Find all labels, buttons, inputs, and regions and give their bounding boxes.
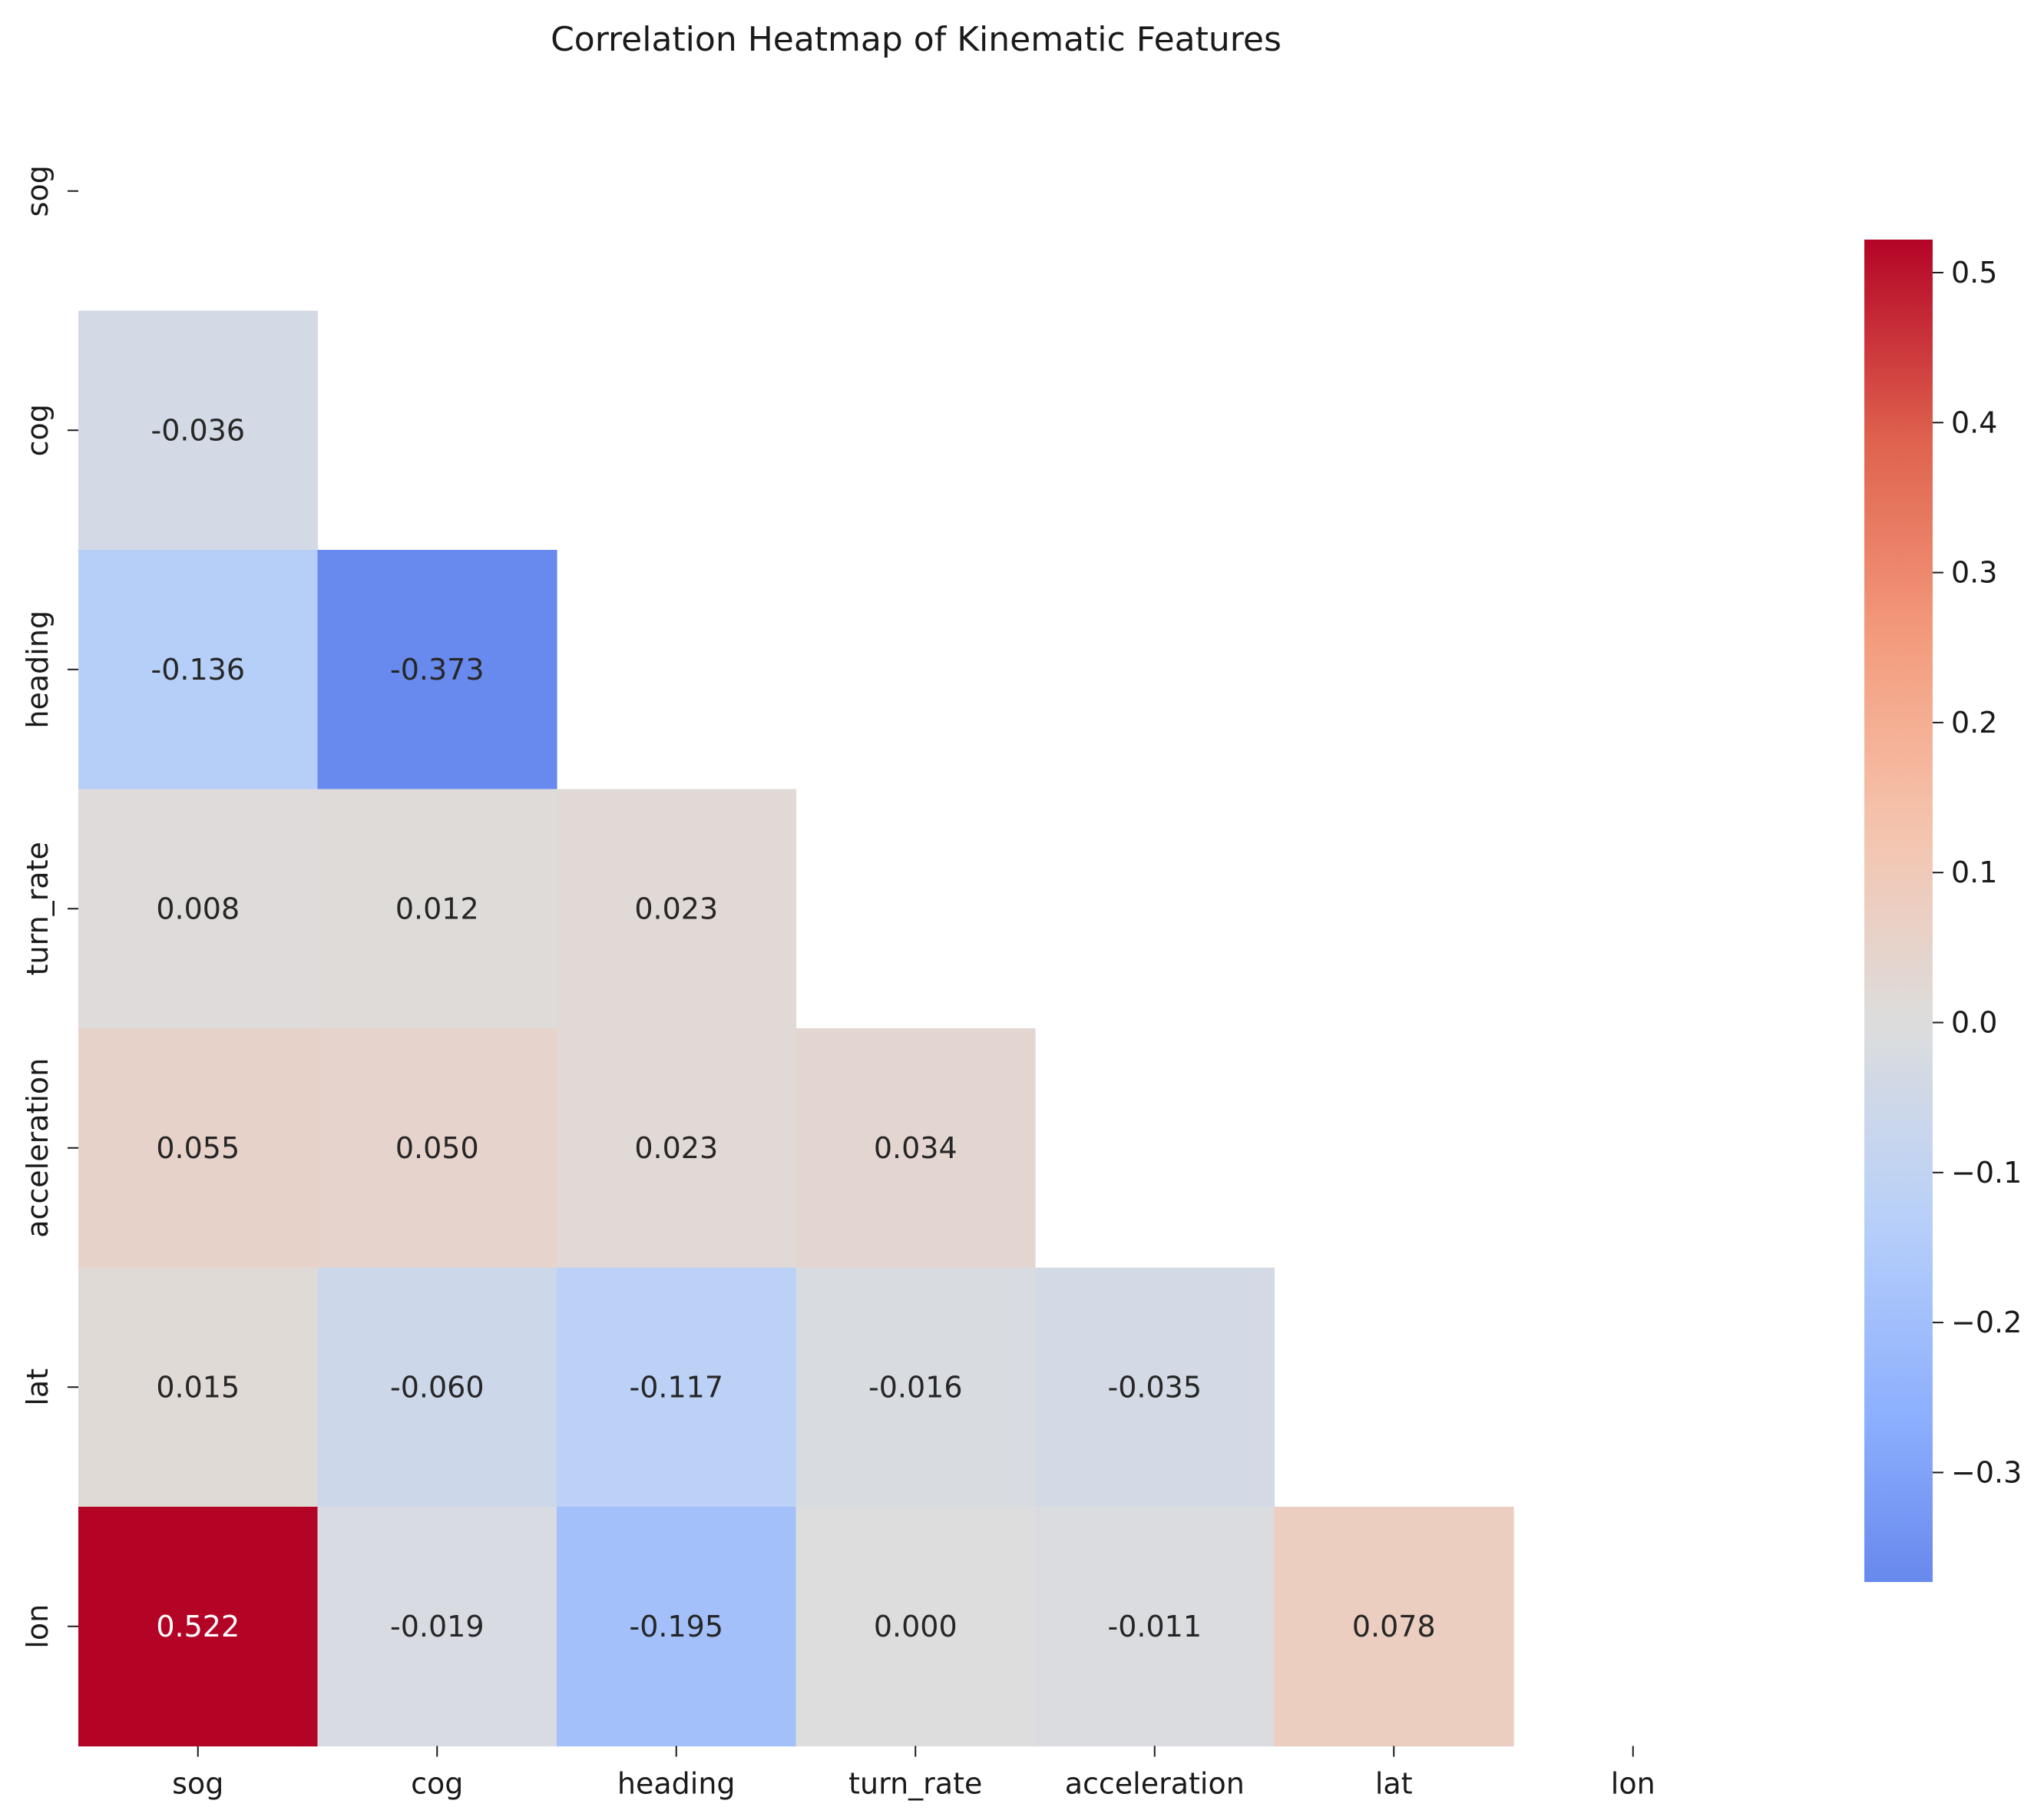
cell-label-lat-acceleration: -0.035	[1108, 1370, 1202, 1404]
cell-label-heading-cog: -0.373	[390, 653, 485, 687]
x-tick-label-lat: lat	[1375, 1767, 1413, 1801]
heatmap-cell-lat-acceleration	[1035, 1267, 1275, 1508]
cell-label-lon-acceleration: -0.011	[1108, 1610, 1202, 1643]
heatmap-cell-lat-sog	[78, 1267, 319, 1508]
heatmap-cell-cog-sog	[78, 310, 319, 551]
heatmap-cell-turn_rate-sog	[78, 789, 319, 1029]
x-tick-label-heading: heading	[617, 1767, 736, 1801]
cell-label-lat-heading: -0.117	[630, 1370, 724, 1404]
cell-label-lon-sog: 0.522	[156, 1610, 240, 1643]
colorbar-tick-label: −0.2	[1951, 1306, 2022, 1339]
cell-label-turn_rate-heading: 0.023	[634, 892, 718, 925]
y-tick-label-acceleration: acceleration	[21, 1058, 55, 1238]
heatmap-cells: -0.036 -0.136 -0.373 0.008 0.012 0.023 0.055 0.…	[78, 310, 1514, 1747]
cell-label-lon-cog: -0.019	[390, 1610, 485, 1643]
colorbar-tick-label: 0.0	[1951, 1006, 1997, 1040]
colorbar-tick-label: 0.1	[1951, 856, 1997, 889]
cell-label-lat-turn_rate: -0.016	[868, 1370, 963, 1404]
cell-label-acceleration-turn_rate: 0.034	[874, 1131, 958, 1165]
x-tick-label-turn_rate: turn_rate	[848, 1767, 982, 1801]
chart-title: Correlation Heatmap of Kinematic Feature…	[551, 20, 1282, 59]
cell-label-cog-sog: -0.036	[151, 413, 246, 447]
heatmap-cell-lon-sog	[78, 1507, 319, 1747]
colorbar-tick-label: −0.1	[1951, 1156, 2022, 1190]
heatmap-cell-lon-heading	[557, 1507, 797, 1747]
heatmap-cell-acceleration-cog	[317, 1028, 557, 1269]
heatmap-cell-lon-cog	[317, 1507, 557, 1747]
heatmap-cell-lon-lat	[1274, 1507, 1514, 1747]
heatmap-cell-heading-sog	[78, 550, 319, 790]
y-tick-label-cog: cog	[21, 404, 55, 456]
colorbar: −0.3 −0.2 −0.1 0.0 0.1 0.2 0.3 0.4 0.5	[1864, 240, 2022, 1582]
cell-label-acceleration-sog: 0.055	[156, 1131, 240, 1165]
heatmap-cell-acceleration-turn_rate	[795, 1028, 1036, 1269]
heatmap-cell-heading-cog	[317, 550, 557, 790]
x-tick-label-lon: lon	[1611, 1767, 1655, 1801]
y-axis: sog cog heading turn_rate acceleration lat lon	[21, 165, 78, 1649]
x-axis: sog cog heading turn_rate acceleration lat lon	[172, 1746, 1655, 1801]
colorbar-tick-label: −0.3	[1951, 1455, 2022, 1489]
heatmap-cell-turn_rate-heading	[557, 789, 797, 1029]
heatmap-cell-lon-acceleration	[1035, 1507, 1275, 1747]
cell-label-heading-sog: -0.136	[151, 653, 246, 687]
heatmap-cell-lon-turn_rate	[795, 1507, 1036, 1747]
cell-label-lon-heading: -0.195	[630, 1610, 724, 1643]
x-tick-label-sog: sog	[172, 1767, 223, 1801]
heatmap-cell-lat-heading	[557, 1267, 797, 1508]
y-tick-label-sog: sog	[21, 165, 55, 217]
cell-label-lon-turn_rate: 0.000	[874, 1610, 958, 1643]
cell-label-lat-sog: 0.015	[156, 1370, 240, 1404]
colorbar-tick-label: 0.5	[1951, 256, 1997, 290]
cell-label-turn_rate-sog: 0.008	[156, 892, 240, 925]
y-tick-label-lat: lat	[21, 1369, 55, 1406]
cell-label-lat-cog: -0.060	[390, 1370, 485, 1404]
heatmap-cell-acceleration-heading	[557, 1028, 797, 1269]
cell-label-turn_rate-cog: 0.012	[395, 892, 479, 925]
x-tick-label-acceleration: acceleration	[1065, 1767, 1245, 1801]
cell-label-acceleration-heading: 0.023	[634, 1131, 718, 1165]
y-tick-label-heading: heading	[21, 611, 55, 729]
y-tick-label-lon: lon	[21, 1604, 55, 1649]
colorbar-tick-label: 0.4	[1951, 405, 1997, 439]
cell-label-acceleration-cog: 0.050	[395, 1131, 479, 1165]
heatmap-cell-turn_rate-cog	[317, 789, 557, 1029]
colorbar-gradient	[1864, 240, 1933, 1582]
heatmap-cell-lat-cog	[317, 1267, 557, 1508]
colorbar-tick-label: 0.2	[1951, 706, 1997, 740]
heatmap-cell-acceleration-sog	[78, 1028, 319, 1269]
colorbar-tick-label: 0.3	[1951, 556, 1997, 590]
heatmap-cell-lat-turn_rate	[795, 1267, 1036, 1508]
x-tick-label-cog: cog	[411, 1767, 463, 1801]
y-tick-label-turn_rate: turn_rate	[21, 842, 55, 975]
cell-label-lon-lat: 0.078	[1352, 1610, 1436, 1643]
